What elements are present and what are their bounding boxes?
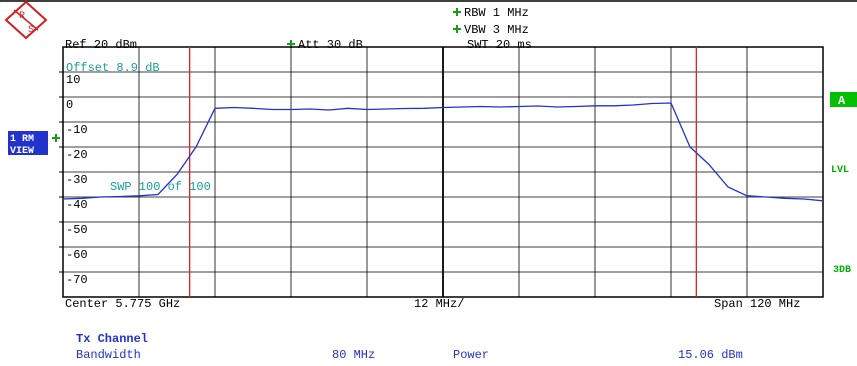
trace	[62, 102, 824, 202]
lvl-label: LVL	[831, 165, 849, 176]
table-cell: Bandwidth	[76, 348, 141, 362]
y-tick-label: -10	[66, 123, 88, 137]
span-label: Span 120 MHz	[714, 297, 800, 311]
a-label: A	[838, 94, 846, 108]
y-tick-label: -20	[66, 148, 88, 162]
per-div-label: 12 MHz/	[414, 297, 464, 311]
table-cell: Power	[453, 348, 489, 362]
y-tick-label: -30	[66, 173, 88, 187]
logo: R S	[4, 0, 48, 40]
center-label: Center 5.775 GHz	[65, 297, 180, 311]
sweep-note: SWP 100 of 100	[110, 180, 211, 194]
y-tick-label: -40	[66, 198, 88, 212]
vbw: VBW 3 MHz	[464, 23, 529, 37]
swt: SWT 20 ms	[467, 38, 532, 52]
plot: 10 0 -10 -20 -30 -40 -50 -60 -70	[59, 47, 824, 297]
table-title: Tx Channel	[76, 332, 148, 346]
table-cell: 15.06 dBm	[678, 348, 743, 362]
ref-level: Ref 20 dBm	[65, 38, 137, 52]
star	[453, 8, 461, 16]
trace-box	[8, 131, 48, 155]
y-tick-label: -50	[66, 223, 88, 237]
a-box	[830, 92, 857, 107]
y-tick-label: -60	[66, 248, 88, 262]
attenuation: Att 30 dB	[298, 38, 363, 52]
logo-slash	[13, 9, 39, 31]
star	[453, 25, 461, 33]
y-tick-label: 10	[66, 73, 80, 87]
y-tick-label: 0	[66, 98, 73, 112]
db-label: 3DB	[833, 265, 851, 276]
y-tick-label: -70	[66, 273, 88, 287]
trace-label: VIEW	[10, 146, 34, 157]
table-cell: 80 MHz	[332, 348, 375, 362]
offset-note: Offset 8.9 dB	[66, 61, 160, 75]
star	[52, 134, 60, 142]
logo-letter: S	[28, 25, 34, 36]
logo-letter: R	[19, 11, 25, 22]
rbw: RBW 1 MHz	[464, 6, 529, 20]
trace-label: 1 RM	[10, 134, 34, 145]
